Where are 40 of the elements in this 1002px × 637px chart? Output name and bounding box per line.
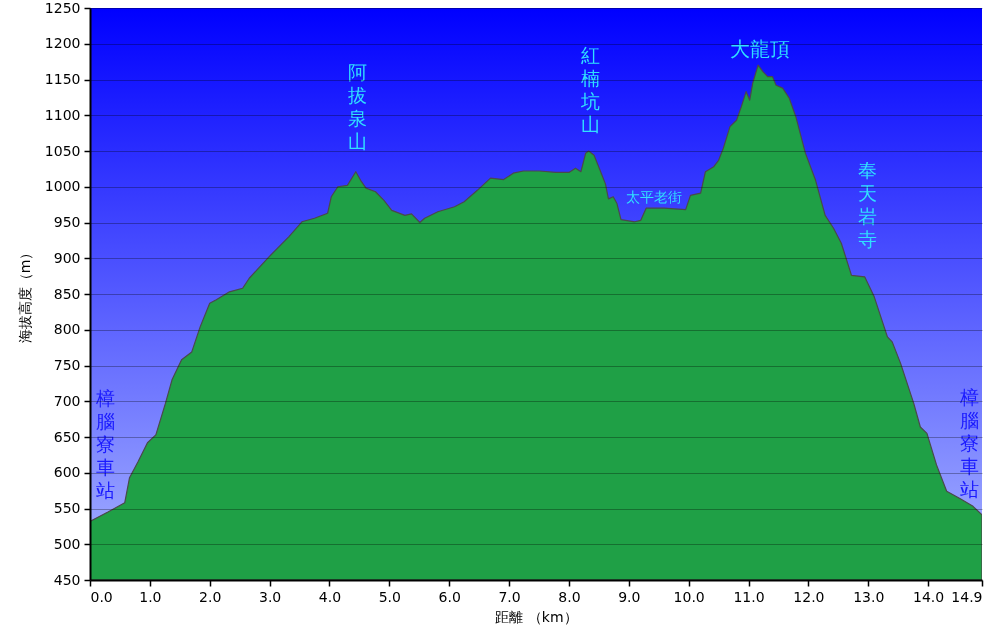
y-tick-label: 1050 — [44, 142, 81, 159]
y-tick-label: 650 — [53, 428, 81, 445]
x-tick-label: 12.0 — [793, 588, 825, 605]
x-tick-label: 3.0 — [258, 588, 282, 605]
y-tick-label: 550 — [53, 500, 81, 516]
x-tick-label: 7.0 — [498, 588, 521, 605]
y-axis-title: 海拔高度（m） — [16, 245, 33, 344]
x-tick-label: 14.9 — [951, 588, 983, 605]
y-tick-label: 450 — [53, 571, 81, 588]
x-tick-label: 11.0 — [733, 588, 765, 605]
x-tick-label: 8.0 — [558, 588, 581, 605]
x-tick-label: 14.0 — [913, 588, 945, 605]
x-tick-label: 6.0 — [438, 588, 461, 605]
x-tick-label: 13.0 — [853, 588, 885, 605]
annotation: 太平老街 — [625, 189, 682, 206]
x-tick-label: 1.0 — [139, 588, 162, 605]
y-tick-label: 1200 — [44, 35, 81, 52]
y-tick-label: 1100 — [44, 106, 81, 123]
annotation: 奉天岩寺 — [857, 159, 877, 251]
x-tick-label: 10.0 — [673, 588, 705, 605]
x-tick-label: 4.0 — [318, 588, 342, 605]
x-axis-title: 距離 （km） — [495, 608, 578, 625]
y-tick-label: 600 — [53, 464, 81, 481]
y-tick-label: 750 — [53, 357, 81, 373]
x-tick-label: 5.0 — [378, 588, 401, 605]
y-tick-label: 1000 — [44, 178, 81, 195]
y-tick-label: 950 — [53, 214, 81, 230]
y-tick-label: 800 — [53, 321, 81, 338]
y-tick-label: 700 — [53, 392, 81, 409]
x-tick-label: 0.0 — [90, 588, 113, 605]
y-tick-label: 500 — [53, 535, 81, 552]
y-tick-label: 1150 — [44, 71, 81, 87]
annotation: 紅楠坑山 — [580, 44, 601, 135]
y-tick-label: 850 — [53, 285, 81, 302]
x-tick-label: 2.0 — [199, 588, 222, 605]
annotation: 大龍頂 — [730, 37, 791, 62]
x-tick-label: 9.0 — [618, 588, 641, 605]
y-tick-label: 1250 — [44, 0, 81, 16]
annotation: 阿拔泉山 — [348, 60, 368, 152]
y-tick-label: 900 — [53, 249, 81, 266]
